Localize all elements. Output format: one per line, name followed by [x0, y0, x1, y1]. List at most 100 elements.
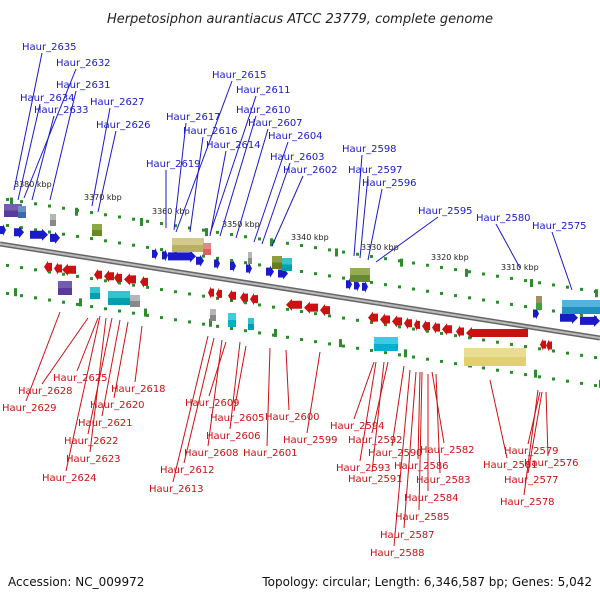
track-dot — [174, 224, 177, 228]
leader-line — [431, 371, 445, 444]
track-dot — [328, 342, 331, 346]
feature-box-shade — [464, 348, 526, 357]
leader-line — [219, 115, 257, 237]
leader-line — [353, 361, 375, 420]
leader-line — [435, 373, 441, 474]
track-dot — [412, 287, 415, 291]
track-dot — [286, 307, 289, 311]
reverse-gene-arrow — [286, 298, 302, 311]
reverse-gene-arrow — [442, 323, 452, 336]
track-dot — [482, 298, 485, 302]
track-dot — [538, 281, 541, 285]
leader-line — [235, 128, 269, 239]
forward-gene-arrow — [580, 314, 600, 327]
track-dot — [370, 254, 373, 258]
track-dot — [118, 281, 121, 285]
reverse-gene-arrow — [380, 313, 390, 326]
reverse-gene-arrow — [320, 304, 330, 317]
leader-line — [266, 347, 271, 447]
kbp-label: 3320 kbp — [431, 253, 469, 262]
track-dot — [272, 305, 275, 309]
leader-line — [353, 154, 363, 257]
gene-label-bottom: Haur_2618 — [111, 384, 166, 395]
major-tick — [465, 268, 468, 277]
track-dot — [356, 318, 359, 322]
reverse-gene-arrow — [368, 311, 378, 324]
reverse-gene-arrow — [44, 260, 52, 273]
track-dot — [384, 351, 387, 355]
track-dot — [48, 270, 51, 274]
track-dot — [62, 272, 65, 276]
major-tick — [339, 339, 342, 348]
gene-label-top: Haur_2597 — [348, 165, 403, 176]
gene-label-top: Haur_2611 — [236, 85, 291, 96]
leader-line — [285, 349, 290, 411]
feature-box-shade — [108, 291, 130, 298]
leader-line — [233, 345, 247, 412]
forward-gene-arrow — [246, 262, 252, 275]
track-dot — [90, 211, 93, 215]
feature-box-shade — [228, 313, 236, 320]
gene-label-top: Haur_2580 — [476, 213, 531, 224]
reverse-gene-arrow — [546, 339, 552, 352]
major-tick — [400, 258, 403, 267]
track-dot — [412, 327, 415, 331]
track-dot — [174, 318, 177, 322]
track-dot — [34, 202, 37, 206]
track-dot — [258, 237, 261, 241]
track-dot — [160, 248, 163, 252]
leader-line — [418, 371, 423, 511]
leader-line — [209, 95, 257, 235]
track-dot — [468, 270, 471, 274]
leader-line — [91, 107, 111, 207]
leader-line — [367, 188, 383, 261]
gene-label-bottom: Haur_2625 — [53, 373, 108, 384]
track-dot — [6, 223, 9, 227]
gene-label-top: Haur_2575 — [532, 221, 587, 232]
major-tick — [144, 308, 147, 317]
track-dot — [398, 353, 401, 357]
kbp-label: 3350 kbp — [222, 220, 260, 229]
gene-label-bottom: Haur_2592 — [348, 435, 403, 446]
reverse-gene-arrow — [540, 338, 546, 351]
leader-line — [403, 371, 417, 529]
track-dot — [426, 289, 429, 293]
leader-line — [523, 389, 539, 496]
track-dot — [328, 274, 331, 278]
track-dot — [244, 301, 247, 305]
track-dot — [300, 338, 303, 341]
leader-line — [173, 122, 187, 231]
feature-box-shade — [130, 295, 140, 301]
track-dot — [118, 241, 121, 245]
gene-label-bottom: Haur_2601 — [243, 448, 298, 459]
reverse-gene-arrow — [208, 286, 214, 299]
leader-line — [76, 317, 99, 372]
track-dot — [216, 296, 219, 300]
track-dot — [328, 314, 331, 318]
track-dot — [370, 320, 373, 324]
reverse-gene-arrow — [124, 273, 136, 286]
major-tick — [595, 289, 598, 298]
track-dot — [230, 259, 233, 263]
feature-box-shade — [272, 256, 282, 263]
reverse-gene-arrow — [54, 262, 62, 275]
track-dot — [426, 329, 429, 333]
track-dot — [454, 362, 457, 366]
feature-box-shade — [50, 214, 56, 220]
track-dot — [552, 283, 555, 287]
track-dot — [468, 296, 471, 300]
reverse-gene-arrow — [114, 271, 122, 284]
leader-line — [172, 335, 209, 483]
track-dot — [538, 347, 541, 351]
gene-label-top: Haur_2626 — [96, 120, 151, 131]
track-dot — [440, 359, 443, 363]
forward-gene-arrow — [354, 279, 360, 292]
genome-axis — [0, 241, 600, 341]
gene-label-bottom: Haur_2608 — [184, 448, 239, 459]
top-leader-lines — [13, 52, 573, 291]
leader-line — [391, 365, 405, 447]
gene-label-bottom: Haur_2583 — [416, 475, 471, 486]
major-tick — [140, 217, 143, 226]
leader-line — [87, 317, 113, 435]
